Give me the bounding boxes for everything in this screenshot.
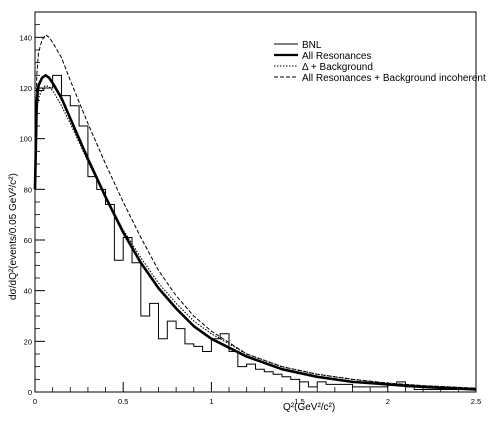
legend-label: BNL [302, 40, 322, 51]
y-tick-label: 80 [24, 185, 32, 194]
legend-label: All Resonances [302, 51, 371, 62]
legend-label: All Resonances + Background incoherent [302, 73, 486, 84]
curve-series-3 [34, 34, 477, 389]
y-tick-label: 100 [19, 135, 32, 144]
y-axis-label: dσ/dQ²(events/0.05 GeV²/c²) [8, 173, 19, 300]
x-axis-label: Q²(GeV²/c²) [283, 402, 335, 413]
y-tick-label: 120 [19, 84, 32, 93]
curve-series-2 [34, 84, 477, 389]
legend-label: Δ + Background [302, 62, 373, 73]
curve-series-1 [33, 74, 477, 391]
y-tick-label: 20 [24, 337, 32, 346]
y-axis: 0 20 40 60 80 100 120 140 [19, 24, 45, 397]
x-tick-label: 0.5 [118, 397, 128, 406]
x-tick-label: 1.5 [294, 397, 304, 406]
y-tick-label: 140 [19, 33, 32, 42]
histogram-bnl [34, 74, 476, 392]
plot-frame [34, 11, 477, 393]
x-tick-label: 0 [33, 397, 37, 406]
histogram-bnl-line [34, 74, 476, 392]
y-tick-label: 0 [28, 388, 32, 397]
y-tick-label: 40 [24, 287, 32, 296]
x-tick-label: 1 [209, 397, 213, 406]
y-tick-label: 60 [24, 236, 32, 245]
x-tick-label: 2 [386, 397, 390, 406]
curves [33, 34, 477, 391]
x-axis: 0 0.5 1 1.5 2 2.5 [33, 382, 481, 406]
x-tick-label: 2.5 [471, 397, 481, 406]
